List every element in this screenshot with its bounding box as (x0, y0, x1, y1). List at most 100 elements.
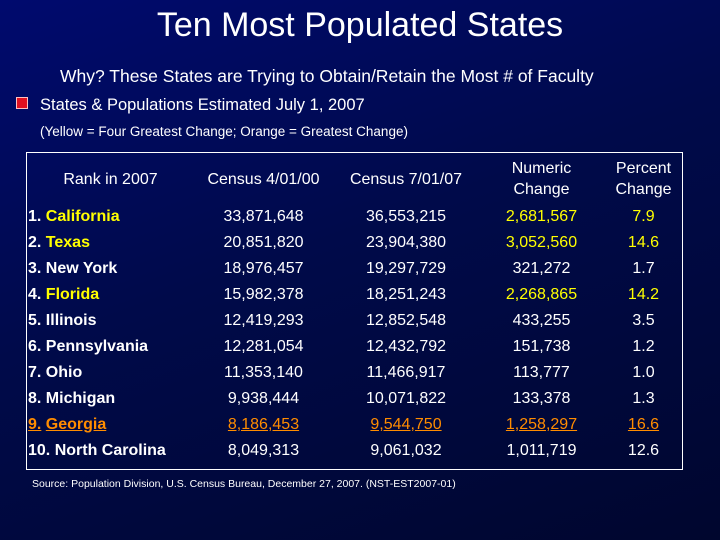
cell-numeric-change-value: 2,681,567 (505, 208, 578, 225)
cell-census-2000-value: 20,851,820 (223, 234, 304, 251)
header-percent-change-line1: Percent (615, 160, 672, 177)
cell-census-2007-value: 12,432,792 (365, 338, 447, 355)
cell-census-2000-value: 9,938,444 (227, 390, 300, 407)
cell-census-2000-value: 11,353,140 (224, 364, 303, 381)
cell-state: 2. Texas (28, 230, 193, 256)
cell-census-2007-value: 9,544,750 (370, 416, 442, 433)
cell-percent-change-value: 7.9 (632, 208, 655, 225)
header-rank: Rank in 2007 (63, 170, 158, 188)
cell-numeric-change: 151,738 (478, 334, 605, 360)
cell-census-2007-value: 11,466,917 (366, 364, 446, 381)
cell-percent-change-value: 3.5 (632, 312, 655, 329)
cell-numeric-change: 2,681,567 (478, 204, 605, 230)
cell-census-2000-value: 12,281,054 (223, 338, 304, 355)
cell-rank-value: 2. (28, 234, 42, 251)
table-row: 4. Florida 15,982,378 18,251,243 2,268,865 1… (28, 282, 682, 308)
cell-census-2000-value: 33,871,648 (223, 208, 304, 225)
cell-census-2007: 9,061,032 (334, 438, 478, 464)
cell-rank-value: 6. (28, 338, 42, 355)
cell-percent-change-value: 14.6 (627, 234, 660, 251)
cell-state: 7. Ohio (28, 360, 193, 386)
table-frame (26, 152, 683, 470)
cell-numeric-change-value: 2,268,865 (505, 286, 578, 303)
cell-percent-change: 1.7 (605, 256, 682, 282)
cell-state-value: New York (45, 260, 118, 277)
cell-percent-change: 7.9 (605, 204, 682, 230)
cell-percent-change: 1.2 (605, 334, 682, 360)
cell-census-2007: 9,544,750 (334, 412, 478, 438)
cell-percent-change: 3.5 (605, 308, 682, 334)
cell-percent-change-value: 14.2 (627, 286, 660, 303)
table-row: 5. Illinois 12,419,293 12,852,548 433,255 3.… (28, 308, 682, 334)
cell-state: 9. Georgia (28, 412, 193, 438)
header-numeric-change-line1: Numeric (511, 160, 572, 177)
cell-state-value: Michigan (45, 390, 116, 407)
cell-census-2007-value: 9,061,032 (370, 442, 442, 459)
cell-census-2000: 18,976,457 (193, 256, 334, 282)
table-row: 3. New York 18,976,457 19,297,729 321,272 1.… (28, 256, 682, 282)
cell-numeric-change-value: 3,052,560 (505, 234, 578, 251)
cell-percent-change: 16.6 (605, 412, 682, 438)
cell-rank-value: 9. (28, 416, 42, 433)
cell-rank-value: 3. (28, 260, 42, 277)
cell-percent-change: 1.3 (605, 386, 682, 412)
cell-state: 4. Florida (28, 282, 193, 308)
header-percent-change: Percent Change (605, 154, 682, 204)
cell-census-2000: 8,049,313 (193, 438, 334, 464)
cell-census-2000-value: 18,976,457 (223, 260, 304, 277)
cell-census-2000-value: 12,419,293 (223, 312, 304, 329)
cell-rank-value: 7. (28, 364, 42, 381)
cell-census-2007: 12,852,548 (334, 308, 478, 334)
cell-percent-change-value: 16.6 (627, 416, 660, 433)
cell-percent-change: 14.2 (605, 282, 682, 308)
cell-census-2000: 11,353,140 (193, 360, 334, 386)
table-row: 8. Michigan 9,938,444 10,071,822 133,378 1.3 (28, 386, 682, 412)
table-body: 1. California 33,871,648 36,553,215 2,681,5… (28, 204, 682, 464)
cell-state: 6. Pennsylvania (28, 334, 193, 360)
cell-census-2000: 33,871,648 (193, 204, 334, 230)
cell-numeric-change: 2,268,865 (478, 282, 605, 308)
cell-rank-value: 10. (28, 442, 51, 459)
header-numeric-change-line2: Change (513, 181, 570, 198)
cell-census-2000: 12,419,293 (193, 308, 334, 334)
slide-subtitle: Why? These States are Trying to Obtain/R… (60, 66, 594, 86)
cell-state-value: Illinois (45, 312, 97, 329)
cell-census-2007-value: 18,251,243 (365, 286, 447, 303)
cell-numeric-change-value: 1,011,719 (506, 442, 577, 459)
cell-state: 8. Michigan (28, 386, 193, 412)
cell-numeric-change: 433,255 (478, 308, 605, 334)
cell-numeric-change: 1,258,297 (478, 412, 605, 438)
cell-numeric-change: 3,052,560 (478, 230, 605, 256)
cell-census-2007: 19,297,729 (334, 256, 478, 282)
cell-percent-change-value: 1.7 (632, 260, 655, 277)
cell-state-value: Georgia (45, 416, 107, 433)
cell-numeric-change-value: 151,738 (512, 338, 571, 355)
cell-census-2007-value: 19,297,729 (365, 260, 447, 277)
cell-numeric-change-value: 133,378 (512, 390, 571, 407)
table-row: 1. California 33,871,648 36,553,215 2,681,5… (28, 204, 682, 230)
cell-numeric-change-value: 321,272 (512, 260, 571, 277)
cell-census-2000: 12,281,054 (193, 334, 334, 360)
cell-census-2000-value: 8,049,313 (227, 442, 300, 459)
table-header-row: Rank in 2007 Census 4/01/00 Census 7/01/… (28, 154, 682, 204)
color-legend-note: (Yellow = Four Greatest Change; Orange =… (40, 124, 408, 139)
table-row: 9. Georgia 8,186,453 9,544,750 1,258,297 16.… (28, 412, 682, 438)
header-percent-change-line2: Change (615, 181, 672, 198)
cell-percent-change-value: 1.3 (632, 390, 655, 407)
bullet-heading: States & Populations Estimated July 1, 2… (16, 96, 365, 115)
table-row: 6. Pennsylvania 12,281,054 12,432,792 151,7… (28, 334, 682, 360)
cell-census-2007-value: 12,852,548 (365, 312, 447, 329)
cell-numeric-change: 321,272 (478, 256, 605, 282)
header-census-2007: Census 7/01/07 (349, 170, 463, 188)
cell-census-2000: 8,186,453 (193, 412, 334, 438)
cell-percent-change: 14.6 (605, 230, 682, 256)
cell-state-value: North Carolina (54, 442, 166, 459)
table-row: 2. Texas 20,851,820 23,904,380 3,052,560 14.… (28, 230, 682, 256)
header-numeric-change: Numeric Change (478, 154, 605, 204)
cell-state: 1. California (28, 204, 193, 230)
cell-state: 3. New York (28, 256, 193, 282)
cell-percent-change-value: 1.0 (632, 364, 655, 381)
cell-numeric-change: 1,011,719 (478, 438, 605, 464)
bullet-text: States & Populations Estimated July 1, 2… (40, 96, 365, 114)
cell-rank-value: 8. (28, 390, 42, 407)
